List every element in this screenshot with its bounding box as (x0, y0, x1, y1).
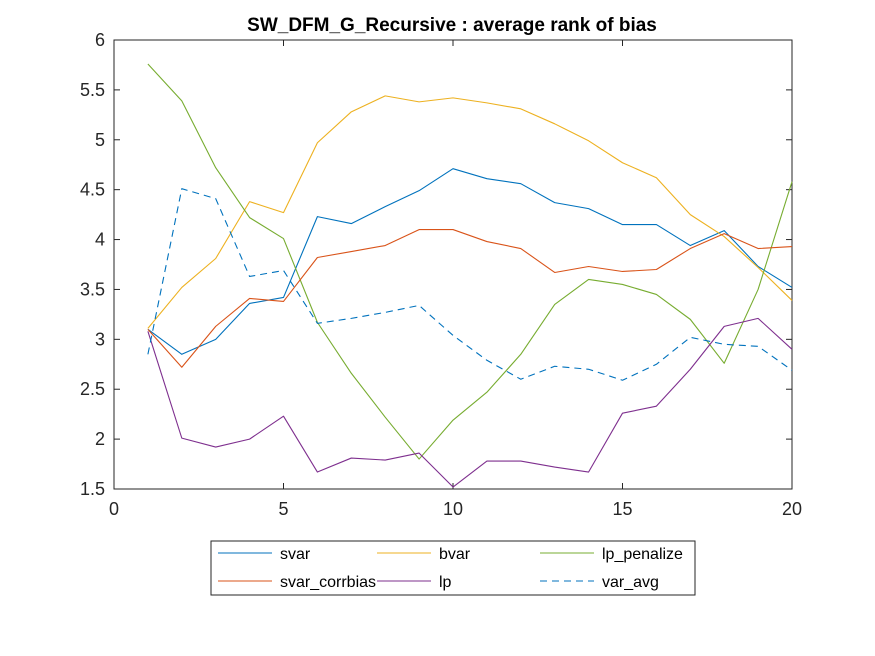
x-tick-label: 0 (109, 499, 119, 519)
legend-box (210, 540, 696, 596)
legend-label: lp (439, 574, 452, 591)
series-line-bvar (147, 95, 793, 329)
y-tick-label: 6 (95, 30, 105, 50)
legend-label: bvar (439, 546, 471, 563)
y-tick-label: 4.5 (80, 180, 105, 200)
y-tick-label: 2.5 (80, 379, 105, 399)
series-line-lp-penalize (147, 63, 793, 460)
y-tick-label: 5.5 (80, 80, 105, 100)
x-tick-label: 20 (782, 499, 802, 519)
series-line-svar-corrbias (147, 229, 793, 368)
x-tick-label: 5 (278, 499, 288, 519)
legend-label: svar_corrbias (280, 574, 376, 591)
series-line-var-avg (147, 188, 793, 381)
series-line-svar (147, 168, 793, 355)
legend-label: var_avg (602, 574, 659, 591)
legend: svar bvar lp_penalize svar_corrbias lp var_av… (210, 540, 696, 596)
y-tick-label: 1.5 (80, 479, 105, 499)
chart-title: SW_DFM_G_Recursive : average rank of bia… (247, 15, 657, 36)
legend-label: svar (280, 546, 311, 563)
series-lines (147, 63, 793, 488)
y-tick-label: 4 (95, 230, 105, 250)
y-tick-label: 3 (95, 329, 105, 349)
x-tick-label: 15 (612, 499, 632, 519)
series-line-lp (147, 317, 793, 488)
y-tick-label: 3.5 (80, 279, 105, 299)
x-tick-label: 10 (443, 499, 463, 519)
y-tick-label: 5 (95, 130, 105, 150)
y-tick-label: 2 (95, 429, 105, 449)
legend-label: lp_penalize (602, 546, 683, 563)
axes: 0 5 10 15 20 1.5 2 2.5 3 3.5 4 4.5 5 5.5 6 (80, 30, 802, 519)
